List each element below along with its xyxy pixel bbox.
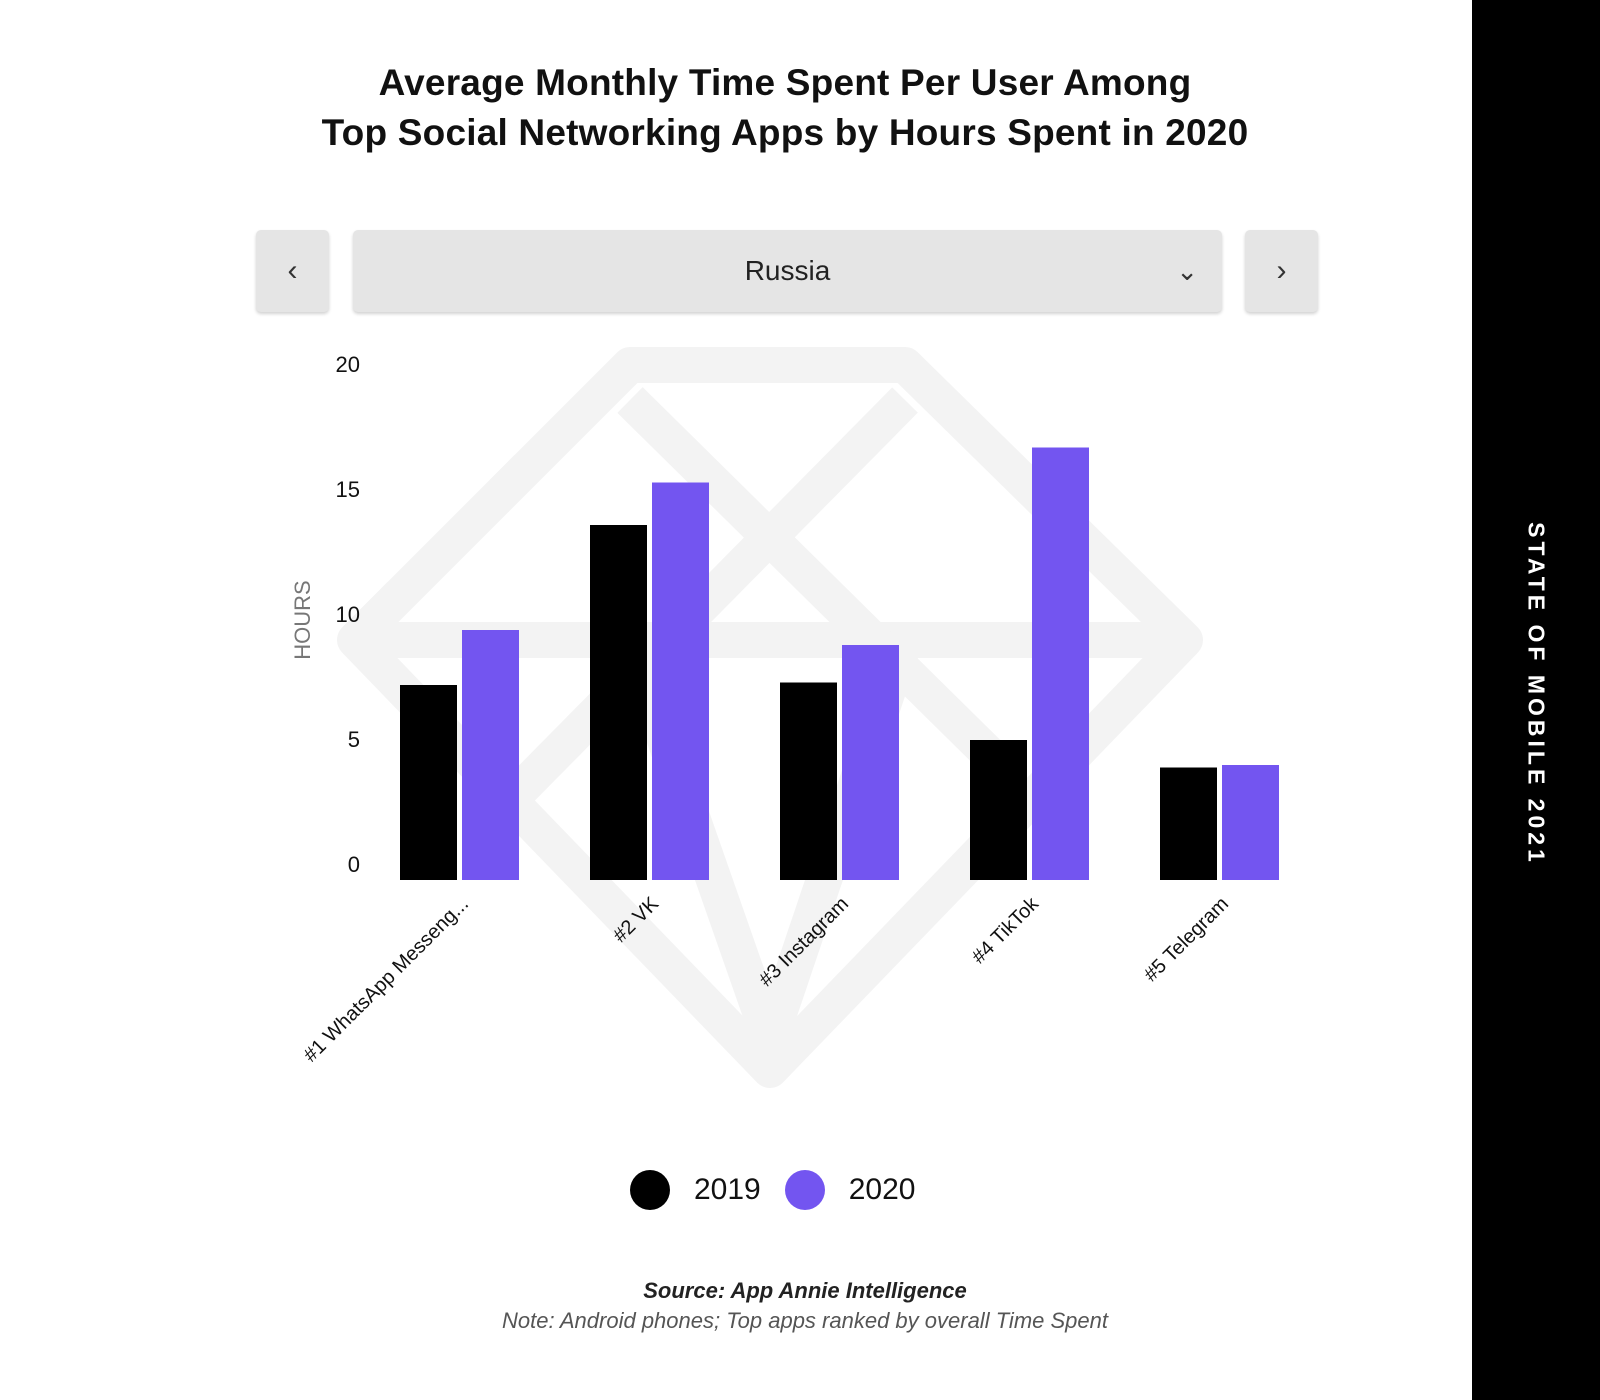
legend-item-2019[interactable]: 2019 bbox=[630, 1170, 761, 1210]
bar-2019-5[interactable] bbox=[1160, 767, 1217, 881]
note-text: Note: Android phones; Top apps ranked by… bbox=[502, 1308, 1108, 1333]
x-tick-label: #4 TikTok bbox=[968, 892, 1044, 968]
legend-label-2020: 2020 bbox=[848, 1173, 916, 1206]
chart-title-line-1: Average Monthly Time Spent Per User Amon… bbox=[378, 62, 1192, 103]
legend-label-2019: 2019 bbox=[694, 1173, 761, 1206]
y-tick-label: 5 bbox=[348, 727, 360, 752]
chart-title: Average Monthly Time Spent Per User Amon… bbox=[250, 58, 1320, 158]
bar-2019-2[interactable] bbox=[590, 525, 647, 880]
bar-2019-3[interactable] bbox=[780, 682, 837, 881]
report-sidebar: STATE OF MOBILE 2021 bbox=[1472, 0, 1600, 1400]
y-tick-label: 10 bbox=[336, 602, 360, 627]
bar-2020-3[interactable] bbox=[842, 645, 899, 880]
chevron-down-icon: ⌄ bbox=[1176, 256, 1198, 286]
next-country-button[interactable]: › bbox=[1245, 230, 1318, 312]
chevron-right-icon: › bbox=[1276, 254, 1287, 287]
bar-2020-2[interactable] bbox=[652, 482, 709, 881]
legend-swatch-2020 bbox=[784, 1170, 825, 1210]
y-tick-label: 0 bbox=[348, 852, 360, 877]
legend-swatch-2019 bbox=[630, 1170, 670, 1210]
country-select[interactable]: Russia ⌄ bbox=[353, 230, 1222, 312]
bar-2020-1[interactable] bbox=[462, 630, 519, 880]
x-tick-label: #5 Telegram bbox=[1140, 893, 1233, 986]
chevron-left-icon: ‹ bbox=[287, 254, 298, 287]
y-axis-label: HOURS bbox=[290, 580, 315, 659]
bar-2019-4[interactable] bbox=[970, 740, 1027, 880]
previous-country-button[interactable]: ‹ bbox=[256, 230, 329, 312]
x-tick-label: #1 WhatsApp Messeng... bbox=[299, 893, 473, 1067]
bar-2020-4[interactable] bbox=[1032, 447, 1089, 881]
chart-title-line-2: Top Social Networking Apps by Hours Spen… bbox=[321, 112, 1249, 153]
chart-legend: 2019 2020 bbox=[630, 1170, 940, 1210]
bar-2019-1[interactable] bbox=[400, 685, 457, 880]
report-brand-text: STATE OF MOBILE 2021 bbox=[1523, 522, 1550, 866]
source-text: Source: App Annie Intelligence bbox=[643, 1278, 967, 1303]
legend-item-2020[interactable]: 2020 bbox=[784, 1170, 916, 1210]
bar-2020-5[interactable] bbox=[1222, 765, 1279, 880]
y-tick-label: 15 bbox=[336, 477, 360, 502]
country-select-value: Russia bbox=[744, 255, 831, 286]
y-tick-label: 20 bbox=[336, 352, 360, 377]
